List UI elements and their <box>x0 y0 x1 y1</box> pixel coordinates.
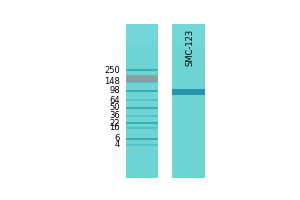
Text: 4: 4 <box>115 140 120 149</box>
Bar <box>126 127 158 129</box>
Bar <box>126 107 158 109</box>
Bar <box>126 138 158 140</box>
Text: 98: 98 <box>110 86 120 95</box>
Bar <box>126 75 158 82</box>
Bar <box>126 69 158 71</box>
Bar <box>126 115 158 117</box>
Text: 22: 22 <box>110 119 120 128</box>
Bar <box>126 24 158 178</box>
Bar <box>126 122 158 124</box>
Text: 50: 50 <box>110 103 120 112</box>
Bar <box>126 99 158 101</box>
Text: 64: 64 <box>110 96 120 105</box>
Text: 16: 16 <box>110 123 120 132</box>
Text: 148: 148 <box>104 77 120 86</box>
Text: 36: 36 <box>109 111 120 120</box>
Bar <box>126 81 158 83</box>
Text: 6: 6 <box>115 134 120 143</box>
Bar <box>126 144 158 146</box>
Text: 250: 250 <box>104 66 120 75</box>
Bar <box>126 90 158 92</box>
Bar <box>172 89 205 95</box>
Bar <box>172 24 205 42</box>
Bar <box>126 24 158 42</box>
Text: SMC-123: SMC-123 <box>185 29 194 66</box>
Bar <box>172 24 205 178</box>
